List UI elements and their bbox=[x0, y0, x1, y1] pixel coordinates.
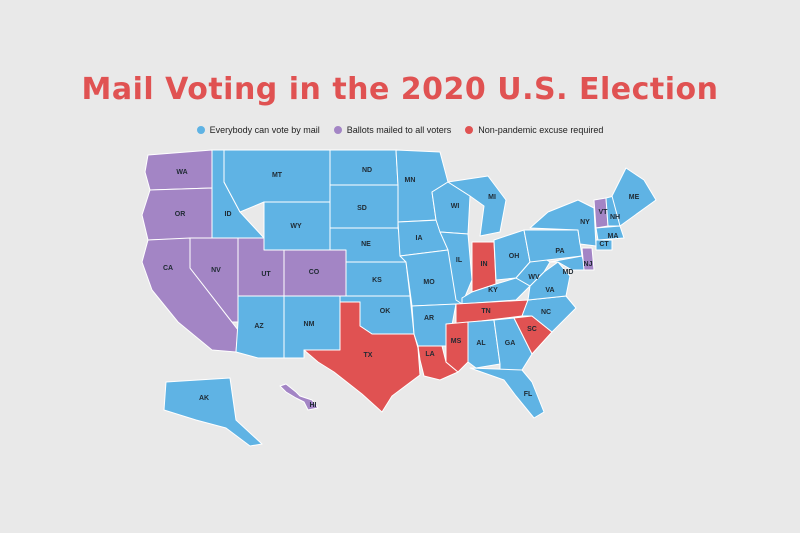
label-mt: MT bbox=[272, 172, 283, 179]
label-me: ME bbox=[629, 194, 640, 201]
state-ny bbox=[529, 199, 597, 247]
label-tn: TN bbox=[481, 308, 490, 315]
label-nd: ND bbox=[362, 167, 372, 174]
label-hi: HI bbox=[310, 402, 317, 409]
state-md bbox=[549, 255, 587, 271]
map-title: Mail Voting in the 2020 U.S. Election bbox=[81, 72, 719, 107]
label-ut: UT bbox=[261, 271, 271, 278]
label-al: AL bbox=[476, 340, 486, 347]
label-ma: MA bbox=[608, 233, 619, 240]
state-ak bbox=[163, 377, 263, 447]
label-la: LA bbox=[425, 351, 434, 358]
state-nj bbox=[581, 247, 595, 271]
label-il: IL bbox=[456, 257, 463, 264]
label-mi: MI bbox=[488, 194, 496, 201]
label-wv: WV bbox=[528, 274, 540, 281]
label-ak: AK bbox=[199, 395, 209, 402]
label-pa: PA bbox=[555, 248, 564, 255]
label-or: OR bbox=[175, 211, 186, 218]
legend-swatch-mail bbox=[196, 126, 205, 134]
state-mi bbox=[447, 175, 507, 237]
state-ma bbox=[595, 225, 625, 241]
label-ct: CT bbox=[599, 241, 609, 248]
label-sd: SD bbox=[357, 205, 367, 212]
state-hi bbox=[279, 383, 319, 411]
label-wy: WY bbox=[290, 223, 302, 230]
label-in: IN bbox=[481, 261, 488, 268]
label-az: AZ bbox=[254, 323, 264, 330]
label-mo: MO bbox=[423, 279, 435, 286]
legend-item-mail: Everybody can vote by mail bbox=[196, 125, 320, 135]
state-al bbox=[467, 319, 501, 369]
state-tx bbox=[303, 301, 421, 413]
label-nm: NM bbox=[304, 321, 315, 328]
legend: Everybody can vote by mail Ballots maile… bbox=[0, 125, 800, 135]
label-nv: NV bbox=[211, 267, 221, 274]
label-ia: IA bbox=[416, 235, 423, 242]
state-me bbox=[611, 167, 657, 227]
label-ms: MS bbox=[451, 338, 462, 345]
label-vt: VT bbox=[599, 209, 609, 216]
state-fl bbox=[469, 367, 545, 419]
label-ne: NE bbox=[361, 241, 371, 248]
state-la bbox=[417, 345, 459, 381]
label-oh: OH bbox=[509, 253, 520, 260]
label-nj: NJ bbox=[584, 261, 593, 268]
label-co: CO bbox=[309, 269, 320, 276]
legend-item-excuse: Non-pandemic excuse required bbox=[465, 125, 603, 135]
legend-item-all: Ballots mailed to all voters bbox=[333, 125, 452, 135]
label-ar: AR bbox=[424, 315, 434, 322]
label-id: ID bbox=[225, 211, 232, 218]
state-ms bbox=[445, 321, 469, 373]
legend-label-all: Ballots mailed to all voters bbox=[346, 125, 452, 135]
label-nc: NC bbox=[541, 309, 551, 316]
legend-swatch-all bbox=[333, 126, 342, 134]
label-ky: KY bbox=[488, 287, 498, 294]
label-sc: SC bbox=[527, 326, 537, 333]
label-ca: CA bbox=[163, 265, 173, 272]
label-ok: OK bbox=[380, 308, 391, 315]
label-nh: NH bbox=[610, 214, 620, 221]
state-ct bbox=[595, 239, 613, 251]
label-md: MD bbox=[563, 269, 574, 276]
label-va: VA bbox=[545, 287, 554, 294]
label-ny: NY bbox=[580, 219, 590, 226]
legend-label-mail: Everybody can vote by mail bbox=[209, 125, 320, 135]
label-fl: FL bbox=[524, 391, 533, 398]
label-mn: MN bbox=[405, 177, 416, 184]
label-wi: WI bbox=[451, 203, 460, 210]
label-tx: TX bbox=[364, 352, 373, 359]
label-ks: KS bbox=[372, 277, 382, 284]
label-wa: WA bbox=[176, 169, 187, 176]
legend-swatch-excuse bbox=[465, 126, 474, 134]
legend-label-excuse: Non-pandemic excuse required bbox=[478, 125, 604, 135]
label-ga: GA bbox=[505, 340, 516, 347]
